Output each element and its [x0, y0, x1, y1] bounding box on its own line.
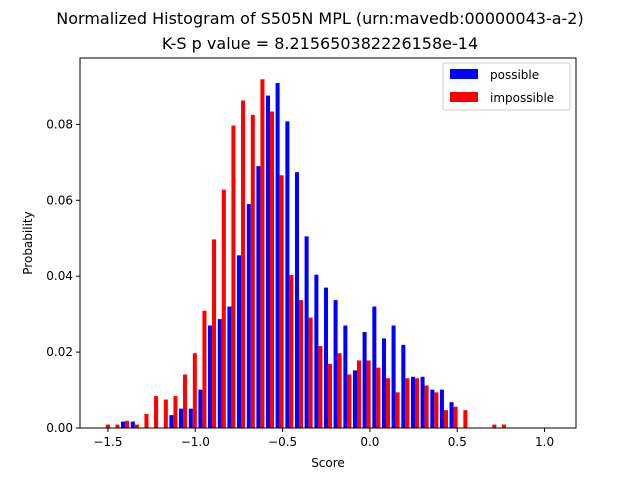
bar-possible-12	[217, 319, 222, 428]
legend-label-possible: possible	[490, 68, 539, 82]
bar-possible-18	[275, 83, 280, 429]
bar-impossible-28	[376, 367, 381, 428]
bar-impossible-19	[289, 275, 294, 428]
bar-impossible-0	[105, 424, 110, 428]
bar-impossible-9	[192, 353, 197, 428]
bar-impossible-2	[125, 420, 130, 428]
bar-possible-19	[285, 121, 290, 429]
bar-possible-11	[208, 325, 213, 428]
bar-impossible-36	[453, 406, 458, 428]
bar-possible-35	[439, 389, 444, 428]
bar-impossible-27	[366, 360, 371, 428]
y-tick-label-0: 0.00	[46, 421, 73, 435]
bar-possible-2	[121, 421, 126, 428]
bar-possible-16	[256, 166, 261, 428]
legend: possible impossible	[442, 62, 571, 111]
bar-possible-27	[362, 331, 367, 428]
bar-possible-24	[333, 300, 338, 428]
bar-possible-34	[430, 389, 435, 428]
bar-possible-8	[179, 408, 184, 428]
bar-possible-31	[401, 344, 406, 428]
bar-possible-32	[410, 376, 415, 428]
bar-possible-9	[188, 408, 193, 428]
bar-possible-33	[420, 376, 425, 428]
bar-impossible-14	[241, 100, 246, 428]
bar-impossible-11	[212, 239, 217, 428]
bar-impossible-32	[414, 378, 419, 428]
x-axis-label: Score	[311, 456, 345, 470]
bar-impossible-35	[443, 410, 448, 428]
bar-impossible-15	[250, 114, 255, 429]
chart-subtitle: K-S p value = 8.215650382226158e-14	[162, 34, 478, 53]
bar-impossible-4	[144, 413, 149, 428]
bar-possible-20	[294, 172, 299, 428]
x-tick-label-3: 0.0	[360, 435, 379, 449]
bar-possible-15	[246, 204, 251, 428]
bar-impossible-16	[260, 79, 265, 428]
legend-swatch-possible	[450, 69, 478, 79]
bar-impossible-41	[501, 424, 506, 428]
bar-impossible-33	[424, 385, 429, 428]
bar-possible-28	[372, 306, 377, 428]
bar-impossible-22	[318, 346, 323, 428]
bar-impossible-20	[299, 300, 304, 428]
bar-impossible-26	[356, 360, 362, 428]
bar-possible-10	[198, 389, 203, 428]
bar-impossible-34	[434, 392, 439, 428]
plot-frame	[79, 57, 577, 429]
bar-impossible-12	[221, 189, 226, 428]
bar-impossible-5	[154, 396, 159, 428]
bar-impossible-31	[405, 378, 410, 428]
bar-possible-13	[227, 306, 232, 428]
bar-impossible-40	[492, 424, 497, 428]
bar-impossible-3	[134, 424, 139, 428]
y-tick-label-4: 0.08	[46, 117, 73, 131]
y-axis-label: Probability	[21, 211, 35, 274]
x-tick-label-1: −1.0	[181, 435, 210, 449]
bar-group	[105, 79, 506, 429]
x-tick-label-2: −0.5	[268, 435, 297, 449]
bar-impossible-17	[270, 111, 275, 428]
y-tick-label-2: 0.04	[46, 269, 73, 283]
legend-label-impossible: impossible	[490, 91, 554, 105]
x-tick-label-4: 0.5	[448, 435, 467, 449]
bar-impossible-25	[347, 374, 352, 428]
legend-swatch-impossible	[450, 92, 478, 102]
x-axis-ticks: −1.5 −1.0 −0.5 0.0 0.5 1.0	[93, 428, 554, 449]
bar-possible-36	[449, 402, 454, 428]
bar-possible-3	[130, 421, 135, 428]
bar-possible-30	[391, 325, 396, 428]
bar-possible-25	[343, 325, 348, 428]
bar-impossible-21	[308, 317, 313, 428]
bar-possible-17	[265, 95, 271, 428]
bar-possible-26	[352, 370, 357, 428]
bar-impossible-8	[183, 374, 188, 428]
y-tick-label-3: 0.06	[46, 193, 73, 207]
bar-impossible-6	[163, 399, 168, 428]
bar-impossible-1	[115, 424, 120, 428]
bar-possible-21	[304, 236, 309, 428]
bar-possible-22	[314, 274, 319, 428]
bar-possible-7	[169, 415, 174, 428]
bar-impossible-24	[337, 353, 342, 428]
bar-possible-14	[236, 255, 242, 428]
y-tick-label-1: 0.02	[46, 345, 73, 359]
bar-impossible-7	[173, 396, 178, 428]
bar-impossible-10	[202, 310, 207, 428]
bar-impossible-18	[279, 175, 284, 428]
bar-possible-23	[323, 287, 328, 428]
bar-impossible-37	[463, 410, 468, 428]
bar-possible-29	[381, 338, 386, 428]
y-axis-ticks: 0.00 0.02 0.04 0.06 0.08	[46, 117, 80, 435]
bar-impossible-30	[395, 392, 400, 428]
bar-impossible-13	[231, 125, 236, 429]
bar-impossible-29	[385, 378, 391, 428]
chart-title: Normalized Histogram of S505N MPL (urn:m…	[56, 9, 583, 28]
bar-impossible-23	[328, 363, 333, 428]
x-tick-label-0: −1.5	[93, 435, 122, 449]
x-tick-label-5: 1.0	[535, 435, 554, 449]
